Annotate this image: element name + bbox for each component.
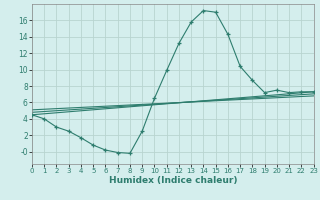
X-axis label: Humidex (Indice chaleur): Humidex (Indice chaleur) bbox=[108, 176, 237, 185]
